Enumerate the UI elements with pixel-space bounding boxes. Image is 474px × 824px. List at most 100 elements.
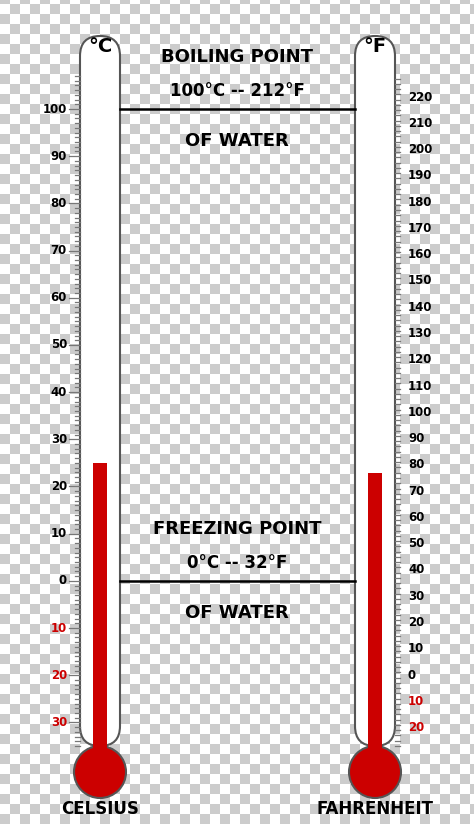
Bar (70, 324, 80, 334)
Bar (90, 804, 100, 814)
Bar (310, 224, 320, 234)
Bar (130, 34, 140, 44)
Bar (260, 434, 270, 444)
Bar (70, 614, 80, 624)
Bar (210, 134, 220, 144)
Bar (470, 584, 474, 594)
Bar (170, 704, 180, 714)
Bar (20, 664, 30, 674)
Bar (90, 664, 100, 674)
Bar (10, 594, 20, 604)
Bar (200, 454, 210, 464)
Bar (110, 114, 120, 124)
Bar (370, 84, 380, 94)
Bar (360, 254, 370, 264)
Bar (400, 204, 410, 214)
Bar (390, 234, 400, 244)
Bar (110, 524, 120, 534)
Bar (20, 204, 30, 214)
Bar (320, 264, 330, 274)
Bar (280, 724, 290, 734)
Bar (420, 454, 430, 464)
Bar (250, 764, 260, 774)
Bar (90, 154, 100, 164)
Bar (470, 594, 474, 604)
Bar (270, 374, 280, 384)
Bar (180, 274, 190, 284)
Bar (360, 24, 370, 34)
Bar (170, 254, 180, 264)
Bar (290, 234, 300, 244)
Bar (440, 474, 450, 484)
Bar (380, 614, 390, 624)
Bar (140, 454, 150, 464)
Bar (230, 174, 240, 184)
Bar (10, 584, 20, 594)
Bar (170, 244, 180, 254)
Bar (410, 584, 420, 594)
Bar (290, 444, 300, 454)
Bar (320, 674, 330, 684)
Bar (220, 744, 230, 754)
Bar (350, 394, 360, 404)
Bar (210, 664, 220, 674)
Bar (30, 684, 40, 694)
Bar (0, 124, 10, 134)
Bar (450, 434, 460, 444)
Bar (350, 274, 360, 284)
Bar (460, 584, 470, 594)
Bar (300, 0, 310, 4)
Bar (210, 444, 220, 454)
Bar (20, 244, 30, 254)
Bar (250, 54, 260, 64)
Bar (190, 524, 200, 534)
Bar (220, 364, 230, 374)
Bar (40, 734, 50, 744)
Bar (360, 754, 370, 764)
Bar (220, 54, 230, 64)
Bar (60, 754, 70, 764)
Bar (230, 664, 240, 674)
Bar (160, 184, 170, 194)
Bar (120, 494, 130, 504)
Bar (20, 594, 30, 604)
Bar (320, 254, 330, 264)
Bar (60, 334, 70, 344)
Bar (40, 44, 50, 54)
Bar (210, 734, 220, 744)
Bar (350, 514, 360, 524)
Bar (310, 324, 320, 334)
Bar (160, 314, 170, 324)
Bar (260, 374, 270, 384)
Bar (190, 764, 200, 774)
Bar (290, 264, 300, 274)
Bar (390, 774, 400, 784)
Bar (90, 404, 100, 414)
Bar (120, 734, 130, 744)
Bar (280, 394, 290, 404)
Bar (110, 354, 120, 364)
Bar (430, 424, 440, 434)
Bar (390, 704, 400, 714)
Bar (370, 644, 380, 654)
Bar (120, 374, 130, 384)
Bar (380, 414, 390, 424)
Bar (330, 224, 340, 234)
Bar (110, 24, 120, 34)
Bar (50, 584, 60, 594)
Bar (260, 634, 270, 644)
Bar (110, 704, 120, 714)
Bar (330, 554, 340, 564)
Bar (270, 474, 280, 484)
Bar (300, 394, 310, 404)
Bar (420, 184, 430, 194)
Bar (210, 694, 220, 704)
Bar (60, 734, 70, 744)
Bar (370, 494, 380, 504)
Bar (470, 704, 474, 714)
Bar (370, 334, 380, 344)
Bar (50, 124, 60, 134)
Bar (110, 144, 120, 154)
Bar (390, 654, 400, 664)
Bar (440, 744, 450, 754)
